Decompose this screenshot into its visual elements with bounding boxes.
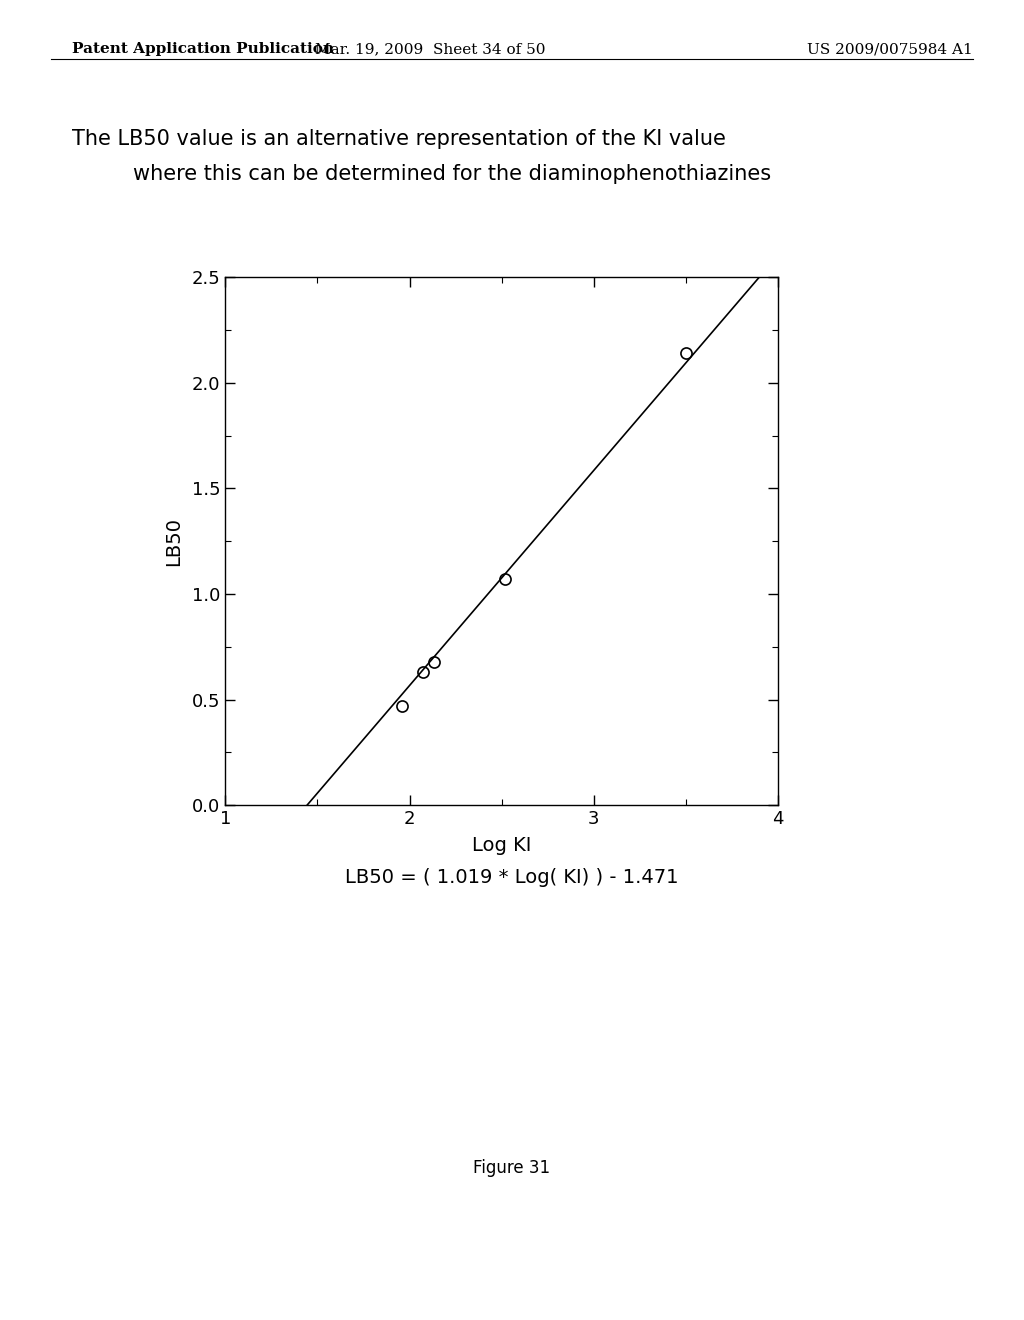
Text: LB50 = ( 1.019 * Log( KI) ) - 1.471: LB50 = ( 1.019 * Log( KI) ) - 1.471 [345,869,679,887]
X-axis label: Log KI: Log KI [472,837,531,855]
Text: The LB50 value is an alternative representation of the KI value: The LB50 value is an alternative represe… [72,128,726,149]
Y-axis label: LB50: LB50 [164,516,183,566]
Text: Patent Application Publication: Patent Application Publication [72,42,334,57]
Text: Figure 31: Figure 31 [473,1159,551,1177]
Text: where this can be determined for the diaminophenothiazines: where this can be determined for the dia… [133,164,771,185]
Text: US 2009/0075984 A1: US 2009/0075984 A1 [807,42,973,57]
Text: Mar. 19, 2009  Sheet 34 of 50: Mar. 19, 2009 Sheet 34 of 50 [314,42,546,57]
